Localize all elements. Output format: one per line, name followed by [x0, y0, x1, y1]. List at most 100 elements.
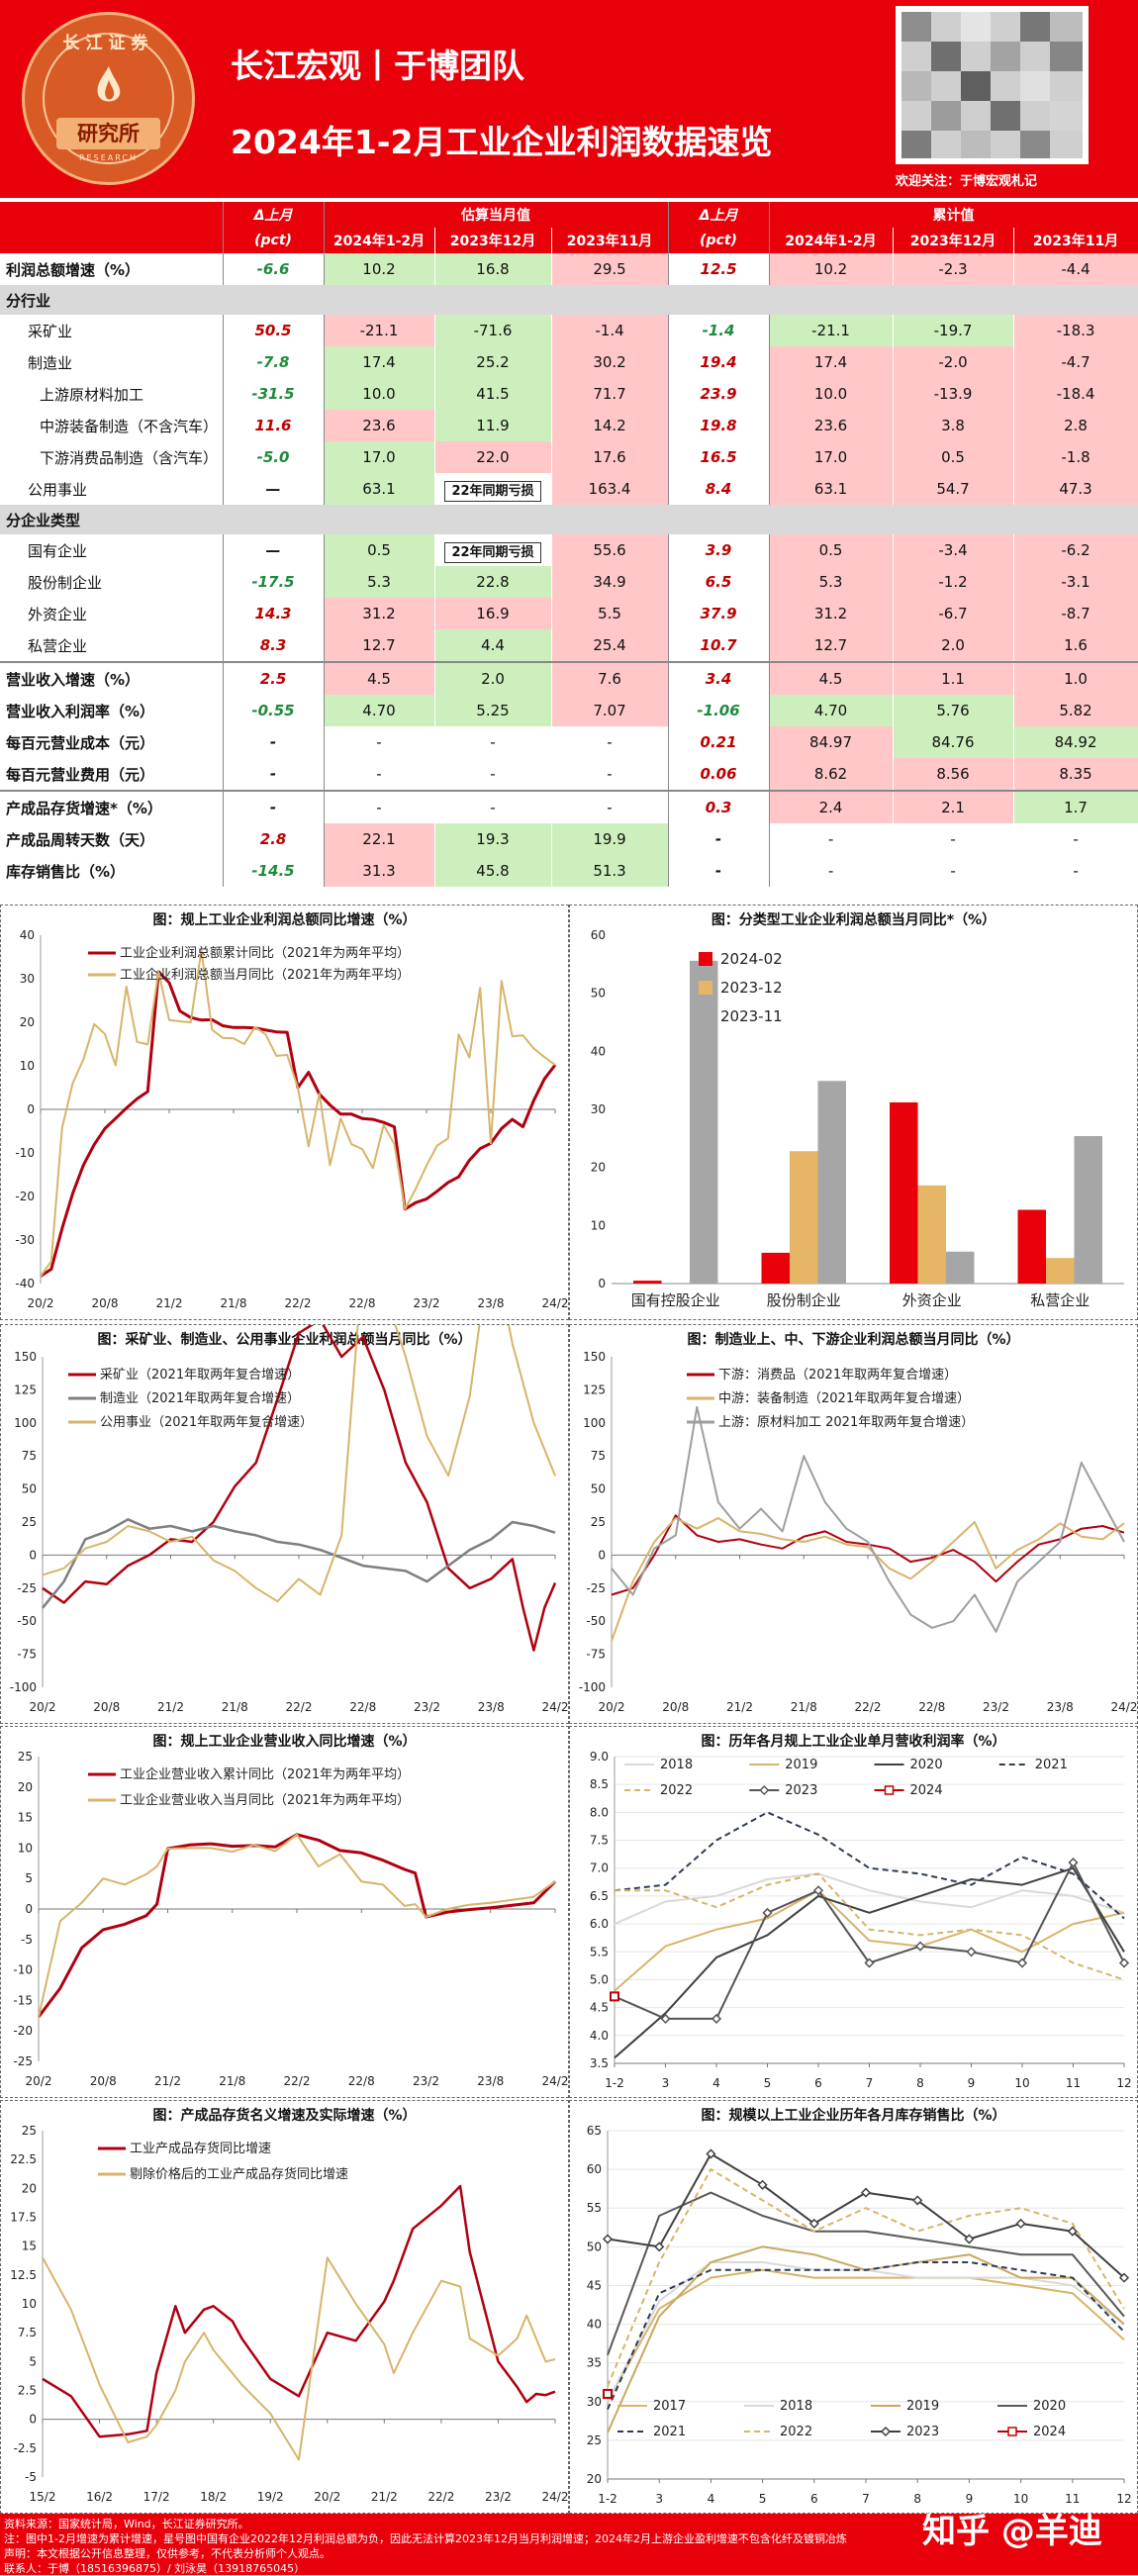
- chart-inventory-sales-ratio: 图：规模以上工业企业历年各月库存销售比（%） 20 25 30 35 40 45 50 55 6…: [569, 2100, 1138, 2514]
- cumulative-value: 23.6: [769, 410, 894, 441]
- monthly-value: -: [434, 790, 552, 823]
- y-tick-label: 15: [22, 2240, 37, 2253]
- monthly-value: -: [434, 758, 552, 791]
- cumulative-value: 84.92: [1013, 726, 1138, 758]
- cumulative-value: 5.3: [769, 566, 894, 598]
- team-name: 长江宏观丨于博团队: [231, 47, 524, 85]
- cumulative-value: 8.35: [1013, 758, 1138, 791]
- footer-notes: 资料来源：国家统计局，Wind，长江证券研究所。 注：图中1-2月增速为累计增速…: [0, 2514, 1138, 2575]
- monthly-value: 34.9: [551, 566, 669, 598]
- chart-title: 图：历年各月规上工业企业单月营收利润率（%）: [701, 1734, 1006, 1750]
- y-tick-label: 0: [598, 1548, 606, 1562]
- y-tick-label: 25: [22, 1515, 37, 1529]
- x-tick-label: 20/2: [314, 2490, 340, 2504]
- x-tick-label: 20/8: [93, 1700, 120, 1714]
- footer-source: 资料来源：国家统计局，Wind，长江证券研究所。: [4, 2518, 249, 2530]
- data-point: [603, 2388, 613, 2399]
- y-tick-label: -5: [21, 1933, 33, 1947]
- delta-monthly: —: [223, 534, 325, 566]
- series-line: [42, 1325, 556, 1603]
- y-tick-label: 25: [587, 2433, 602, 2447]
- series-line: [611, 1405, 1125, 1633]
- y-tick-label: 17.5: [10, 2211, 37, 2225]
- row-label: 营业收入增速（%）: [0, 661, 224, 695]
- cumulative-value: 0.5: [769, 534, 894, 566]
- cumulative-value: 0.5: [893, 441, 1014, 473]
- loss-note-box: 22年同期亏损: [444, 541, 541, 563]
- y-tick-label: 22.5: [10, 2152, 37, 2166]
- delta-monthly: -14.5: [223, 855, 325, 887]
- y-tick-label: 30: [591, 1102, 606, 1116]
- row-label: 下游消费品制造（含汽车）: [0, 441, 224, 473]
- monthly-value: 17.6: [551, 441, 669, 473]
- delta-cumulative: -1.4: [668, 315, 770, 346]
- legend-label: 工业产成品存货同比增速: [130, 2141, 271, 2156]
- monthly-value: 22.1: [324, 823, 435, 855]
- x-tick-label: 12: [1116, 2492, 1131, 2506]
- monthly-value: 31.2: [324, 598, 435, 629]
- monthly-value: 7.07: [551, 695, 669, 726]
- y-tick-label: 50: [591, 1482, 606, 1496]
- row-label: 库存销售比（%）: [0, 855, 224, 887]
- x-tick-label: 21/8: [222, 1700, 248, 1714]
- chart-title: 图：采矿业、制造业、公用事业企业利润总额当月同比（%）: [97, 1332, 472, 1348]
- legend-label: 工业企业利润总额当月同比（2021年为两年平均）: [120, 967, 410, 983]
- x-tick-label: 3: [655, 2492, 663, 2506]
- chart-svg: 0 10 20 30 40 50 60 国有控股企业 股份制企业 外资企业 私营企业 2024-02 2…: [591, 928, 1124, 1309]
- cumulative-value: 8.56: [893, 758, 1014, 791]
- chart-panels: 图：规上工业企业利润总额同比增速（%） -40 -30 -20 -10 0 10 20 30 4…: [0, 901, 1138, 2514]
- header-pct-1: (pct): [223, 228, 325, 253]
- qr-code[interactable]: [896, 6, 1089, 164]
- y-tick-label: 15: [18, 1811, 33, 1825]
- cumulative-value: -4.7: [1013, 346, 1138, 378]
- legend-marker: [1007, 2427, 1017, 2436]
- legend-label: 工业企业营业收入当月同比（2021年为两年平均）: [120, 1792, 410, 1808]
- delta-monthly: -: [223, 726, 325, 758]
- series-line: [614, 1866, 1125, 2059]
- monthly-value: -: [551, 726, 669, 758]
- table-section-row: 分企业类型: [0, 505, 1138, 534]
- table-row: 营业收入利润率（%） -0.55 4.70 5.25 7.07 -1.06 4.70 5.76…: [0, 695, 1138, 726]
- chart-svg: -100 -75 -50 -25 0 25 50 75 100 125 150 20/2 20/8 21/…: [579, 1350, 1138, 1714]
- header-cum-2024-1-2: 2024年1-2月: [769, 228, 894, 253]
- cumulative-value: -: [1013, 823, 1138, 855]
- chart-revenue-growth: 图：规上工业企业营业收入同比增速（%） -25 -20 -15 -10 -5 0 5 10 15…: [0, 1726, 569, 2098]
- y-tick-label: 150: [583, 1350, 606, 1364]
- monthly-value: 41.5: [434, 378, 552, 410]
- series-line: [42, 2184, 556, 2438]
- monthly-value: -: [551, 790, 669, 823]
- legend-label: 2023-11: [720, 1007, 783, 1025]
- cumulative-value: -3.1: [1013, 566, 1138, 598]
- header-banner: 长江证券 研究所 RESEARCH 长江宏观丨于博团队 2024年1-2月工业企…: [0, 0, 1138, 198]
- cumulative-value: 10.2: [769, 253, 894, 285]
- logo-inner-ring: [43, 33, 174, 164]
- delta-monthly: -31.5: [223, 378, 325, 410]
- header-estimated-monthly: 估算当月值: [324, 202, 669, 228]
- table-row: 股份制企业 -17.5 5.3 22.8 34.9 6.5 5.3 -1.2 -3.1: [0, 566, 1138, 598]
- y-tick-label: -50: [586, 1614, 606, 1628]
- chart-inventory-growth: 图：产成品存货名义增速及实际增速（%） -5 -2.5 0 2.5 5 7.5 10 12.5…: [0, 2100, 569, 2514]
- delta-cumulative: -: [668, 855, 770, 887]
- y-tick-label: 0: [25, 1902, 33, 1916]
- cumulative-value: -6.2: [1013, 534, 1138, 566]
- y-tick-label: -20: [15, 1190, 35, 1203]
- row-label: 国有企业: [0, 534, 224, 566]
- cumulative-value: 2.4: [769, 790, 894, 823]
- delta-cumulative: 10.7: [668, 629, 770, 662]
- legend-label: 2019: [785, 1758, 817, 1772]
- legend-label: 工业企业营业收入累计同比（2021年为两年平均）: [120, 1766, 410, 1782]
- legend-marker: [880, 2426, 892, 2437]
- table-row: 每百元营业费用（元） - - - -0.06 8.62 8.56 8.35: [0, 758, 1138, 791]
- y-tick-label: 0: [598, 1277, 606, 1290]
- delta-cumulative: 8.4: [668, 473, 770, 505]
- legend-label: 2020: [910, 1758, 943, 1772]
- series-line: [607, 2191, 1125, 2356]
- monthly-value: -21.1: [324, 315, 435, 346]
- monthly-value: 5.25: [434, 695, 552, 726]
- monthly-value: 163.4: [551, 473, 669, 505]
- x-tick-label: 20/8: [92, 1296, 119, 1310]
- cumulative-value: 8.62: [769, 758, 894, 791]
- series-line: [37, 1833, 557, 2018]
- y-tick-label: -75: [586, 1648, 606, 1662]
- y-tick-label: 0: [29, 2413, 37, 2427]
